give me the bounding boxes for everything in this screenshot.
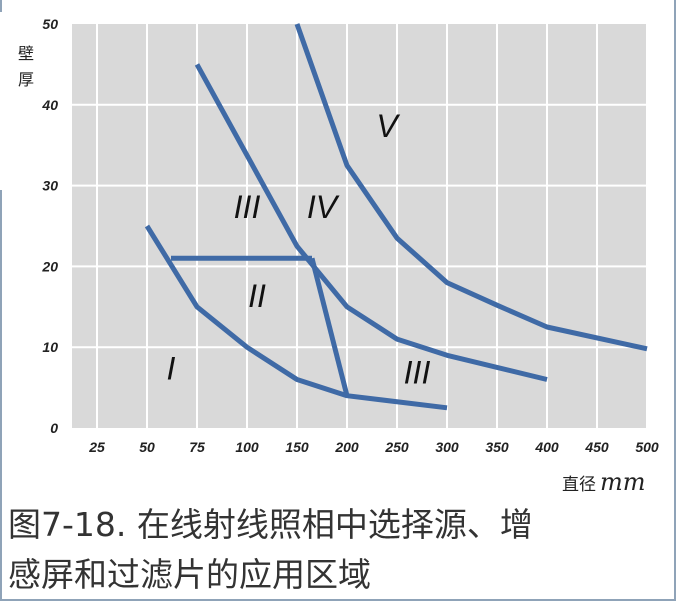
- y-tick-label: 20: [41, 258, 58, 274]
- frame-border: [674, 0, 676, 601]
- caption-line-2: 感屏和过滤片的应用区域: [8, 555, 371, 594]
- x-tick-label: 100: [235, 439, 259, 455]
- y-axis-label-char: 厚: [18, 70, 35, 89]
- frame-border: [0, 0, 2, 12]
- region-label: I: [167, 351, 176, 387]
- caption-line-1: 图7-18. 在线射线照相中选择源、增: [8, 505, 533, 544]
- x-tick-label: 50: [139, 439, 155, 455]
- region-label: II: [248, 278, 266, 314]
- figure-caption: 图7-18. 在线射线照相中选择源、增 感屏和过滤片的应用区域: [8, 500, 668, 600]
- frame-border: [0, 599, 676, 601]
- x-axis-label: 直径 mm: [562, 468, 646, 496]
- y-tick-label: 0: [50, 420, 58, 436]
- x-axis-label-text: 直径: [562, 475, 596, 495]
- x-tick-label: 250: [384, 439, 409, 455]
- x-tick-label: 150: [285, 439, 309, 455]
- boundary-line: [309, 257, 350, 397]
- x-axis-unit: mm: [600, 468, 646, 496]
- x-tick-label: 500: [635, 439, 659, 455]
- frame-border: [0, 190, 2, 601]
- boundary-line: [294, 23, 648, 352]
- y-tick-label: 30: [42, 178, 58, 194]
- region-label: III: [404, 355, 431, 391]
- y-tick-label: 40: [41, 97, 58, 113]
- x-tick-label: 350: [485, 439, 509, 455]
- y-axis-label-char: 壁: [18, 44, 35, 63]
- boundary-line: [144, 224, 448, 411]
- y-tick-label: 10: [42, 339, 58, 355]
- x-tick-label: 75: [189, 439, 205, 455]
- x-tick-label: 400: [534, 439, 559, 455]
- y-tick-label: 50: [42, 16, 58, 32]
- region-label: V: [376, 108, 400, 144]
- region-label: IV: [307, 189, 340, 225]
- x-tick-label: 450: [584, 439, 609, 455]
- chart: 25 50 75 100 150 200 250 300 350 400 450 500 0 10 20 30…: [41, 16, 659, 455]
- region-label: III: [234, 189, 261, 225]
- x-tick-label: 200: [334, 439, 359, 455]
- plot-area: [72, 24, 648, 428]
- boundary-line: [194, 63, 548, 382]
- x-tick-label: 25: [88, 439, 105, 455]
- x-tick-label: 300: [435, 439, 459, 455]
